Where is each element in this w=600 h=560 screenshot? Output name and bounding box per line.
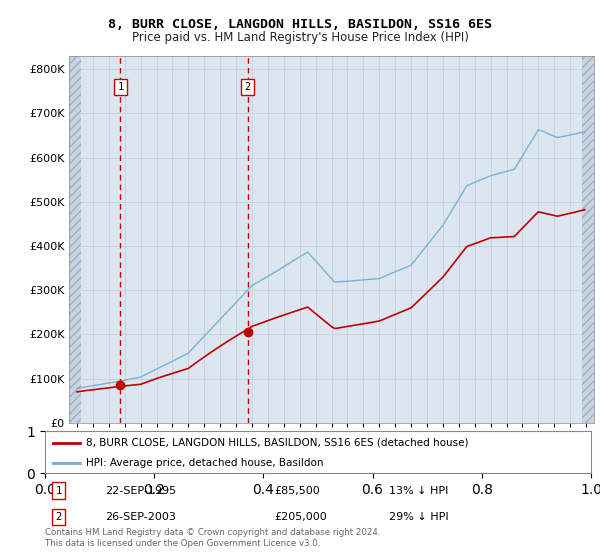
- Text: £85,500: £85,500: [274, 486, 320, 496]
- Text: 8, BURR CLOSE, LANGDON HILLS, BASILDON, SS16 6ES: 8, BURR CLOSE, LANGDON HILLS, BASILDON, …: [108, 18, 492, 31]
- Bar: [69, 47, 81, 423]
- Text: 13% ↓ HPI: 13% ↓ HPI: [389, 486, 448, 496]
- Text: 1: 1: [117, 82, 124, 92]
- Bar: [582, 47, 594, 423]
- Text: 8, BURR CLOSE, LANGDON HILLS, BASILDON, SS16 6ES (detached house): 8, BURR CLOSE, LANGDON HILLS, BASILDON, …: [86, 437, 469, 447]
- Text: Price paid vs. HM Land Registry's House Price Index (HPI): Price paid vs. HM Land Registry's House …: [131, 31, 469, 44]
- Text: 29% ↓ HPI: 29% ↓ HPI: [389, 512, 449, 522]
- Text: 26-SEP-2003: 26-SEP-2003: [105, 512, 176, 522]
- Text: 1: 1: [56, 486, 62, 496]
- Text: 2: 2: [56, 512, 62, 522]
- Text: £205,000: £205,000: [274, 512, 327, 522]
- Text: Contains HM Land Registry data © Crown copyright and database right 2024.
This d: Contains HM Land Registry data © Crown c…: [45, 528, 380, 548]
- Text: HPI: Average price, detached house, Basildon: HPI: Average price, detached house, Basi…: [86, 458, 323, 468]
- Text: 22-SEP-1995: 22-SEP-1995: [105, 486, 176, 496]
- Text: 2: 2: [245, 82, 251, 92]
